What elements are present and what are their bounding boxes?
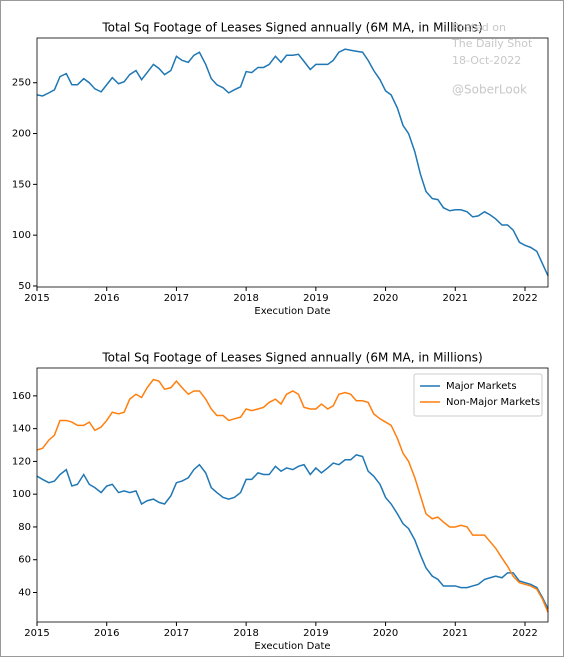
x-tick-label: 2020: [373, 293, 398, 304]
watermark: The Daily Shot: [451, 37, 533, 50]
y-tick-label: 100: [12, 230, 31, 241]
plot-frame: [36, 367, 549, 623]
data-line: [36, 48, 549, 277]
x-tick-label: 2022: [512, 293, 537, 304]
watermark: Posted on: [452, 21, 506, 34]
x-axis-label: Execution Date: [254, 641, 330, 652]
y-tick-label: 140: [12, 424, 31, 435]
chart-title: Total Sq Footage of Leases Signed annual…: [101, 351, 482, 365]
y-tick-label: 40: [18, 588, 31, 599]
x-tick-label: 2016: [94, 293, 119, 304]
x-tick-label: 2021: [443, 628, 468, 639]
legend-label: Non-Major Markets: [446, 397, 540, 408]
x-tick-label: 2021: [443, 293, 468, 304]
y-tick-label: 250: [12, 78, 31, 89]
y-tick-label: 100: [12, 489, 31, 500]
legend-box: [413, 373, 543, 417]
x-axis-label: Execution Date: [254, 306, 330, 317]
x-tick-label: 2015: [24, 628, 49, 639]
x-tick-label: 2022: [512, 628, 537, 639]
data-line: [36, 454, 549, 610]
x-tick-label: 2016: [94, 628, 119, 639]
y-tick-label: 200: [12, 129, 31, 140]
y-tick-label: 50: [18, 281, 31, 292]
y-tick-label: 150: [12, 179, 31, 190]
x-tick-label: 2018: [233, 293, 258, 304]
x-tick-label: 2018: [233, 628, 258, 639]
data-line: [36, 378, 549, 613]
x-tick-label: 2015: [24, 293, 49, 304]
watermark: @SoberLook: [452, 83, 527, 97]
x-tick-label: 2019: [303, 293, 328, 304]
y-tick-label: 60: [18, 555, 31, 566]
chart-title: Total Sq Footage of Leases Signed annual…: [101, 21, 482, 35]
legend-label: Major Markets: [446, 381, 517, 392]
x-tick-label: 2017: [164, 628, 189, 639]
plot-frame: [36, 37, 549, 288]
y-tick-label: 160: [12, 391, 31, 402]
y-tick-label: 120: [12, 456, 31, 467]
watermark: 18-Oct-2022: [452, 54, 521, 67]
x-tick-label: 2020: [373, 628, 398, 639]
x-tick-label: 2017: [164, 293, 189, 304]
y-tick-label: 80: [18, 522, 31, 533]
x-tick-label: 2019: [303, 628, 328, 639]
